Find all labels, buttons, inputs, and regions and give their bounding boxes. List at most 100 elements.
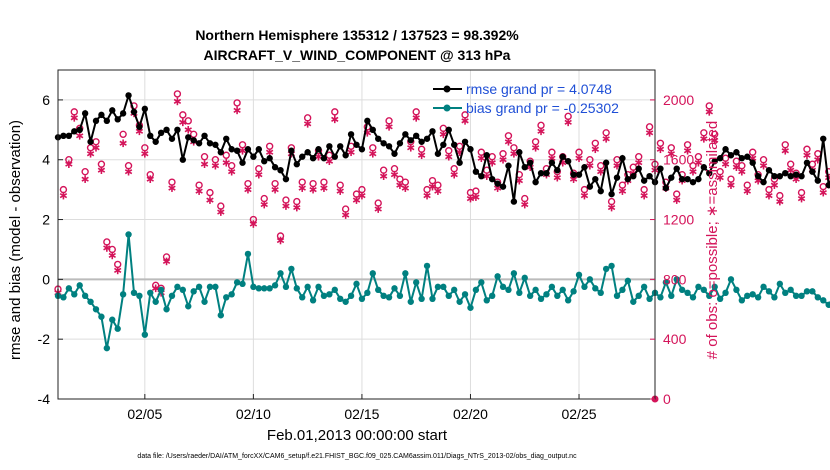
- rmse-point: [391, 150, 398, 157]
- bias-point: [103, 344, 111, 352]
- asterisk-stroke: [412, 115, 420, 121]
- bias-point: [700, 286, 708, 294]
- obs-possible-marker: [607, 197, 616, 206]
- asterisk-stroke: [195, 188, 203, 194]
- obs-possible-marker: [618, 181, 627, 189]
- rmse-point: [814, 177, 822, 184]
- asterisk-stroke: [776, 199, 784, 205]
- rmse-point: [727, 152, 735, 159]
- asterisk-stroke: [602, 136, 610, 142]
- bias-point: [646, 295, 653, 303]
- obs-assimilated-marker: [423, 191, 431, 200]
- obs-assimilated-marker: [683, 146, 692, 155]
- obs-assimilated-marker: [369, 149, 377, 158]
- asterisk-stroke: [781, 148, 789, 154]
- chart-title-line2: AIRCRAFT_V_WIND_COMPONENT @ 313 hPa: [204, 47, 511, 63]
- bias-point: [282, 283, 290, 291]
- rmse-point: [760, 178, 767, 186]
- asterisk-stroke: [732, 164, 741, 170]
- bias-point: [163, 306, 170, 313]
- obs-assimilated-marker: [390, 170, 399, 179]
- obs-possible-marker: [282, 196, 290, 204]
- obs-possible-marker: [423, 185, 431, 194]
- obs-possible-marker: [260, 194, 268, 203]
- obs-possible-marker: [168, 178, 176, 186]
- obs-possible-marker: [341, 205, 350, 213]
- obs-assimilated-marker: [238, 146, 247, 155]
- asterisk-stroke: [683, 148, 692, 154]
- right-tick-label: 2000: [663, 92, 694, 108]
- asterisk-stroke: [135, 128, 144, 134]
- bias-point: [60, 294, 67, 301]
- rmse-point: [299, 153, 306, 160]
- rmse-point: [657, 165, 664, 172]
- rmse-point: [103, 117, 111, 125]
- asterisk-stroke: [819, 190, 827, 196]
- bias-point: [559, 286, 566, 294]
- bias-point: [668, 292, 675, 300]
- asterisk-stroke: [407, 145, 415, 151]
- bias-point: [586, 276, 594, 283]
- asterisk-stroke: [336, 188, 344, 194]
- asterisk-stroke: [238, 148, 247, 154]
- obs-possible-marker: [803, 145, 811, 153]
- rmse-point: [223, 135, 230, 142]
- bias-point: [570, 288, 577, 295]
- obs-assimilated-marker: [477, 154, 486, 163]
- obs-assimilated-marker: [521, 200, 529, 209]
- obs-assimilated-marker: [689, 167, 697, 176]
- bias-point: [266, 285, 273, 292]
- rmse-point: [418, 138, 425, 145]
- obs-assimilated-marker: [580, 191, 589, 200]
- bias-point: [445, 292, 452, 300]
- rmse-point: [548, 159, 556, 166]
- bias-point: [825, 301, 830, 308]
- rmse-point: [369, 126, 376, 134]
- obs-assimilated-marker: [673, 196, 681, 204]
- rmse-point: [787, 172, 794, 180]
- asterisk-stroke: [233, 107, 241, 113]
- bias-point: [141, 331, 149, 338]
- bias-point: [299, 294, 306, 301]
- obs-assimilated-marker: [645, 129, 654, 137]
- bias-point: [233, 279, 241, 286]
- rmse-point: [163, 126, 170, 134]
- obs-assimilated-marker: [271, 185, 279, 194]
- bias-point: [157, 286, 165, 294]
- bias-point: [293, 285, 300, 292]
- bias-point: [87, 298, 94, 305]
- asterisk-stroke: [521, 201, 529, 208]
- obs-possible-marker: [59, 185, 68, 194]
- obs-possible-marker: [428, 176, 437, 185]
- obs-possible-marker: [206, 188, 214, 197]
- left-tick-label: 4: [42, 152, 50, 168]
- asterisk-stroke: [255, 172, 263, 178]
- rmse-point: [581, 164, 588, 171]
- right-axis-ticks: 0 400 800 1200 1600 2000: [650, 92, 694, 407]
- right-tick-label: 800: [663, 271, 687, 287]
- legend: rmse grand pr = 4.0748 bias grand pr = -…: [433, 81, 619, 116]
- rmse-point: [619, 155, 626, 162]
- obs-assimilated-marker: [466, 194, 475, 203]
- rmse-point: [87, 138, 94, 145]
- bias-point: [244, 250, 252, 258]
- bias-point: [185, 303, 192, 310]
- bias-point: [532, 286, 539, 294]
- bias-point: [92, 306, 100, 313]
- asterisk-stroke: [282, 203, 290, 209]
- obs-possible-marker: [374, 199, 382, 207]
- x-axis-label: Feb.01,2013 00:00:00 start: [267, 427, 448, 444]
- left-tick-label: -2: [38, 331, 51, 347]
- obs-assimilated-marker: [770, 181, 779, 189]
- rmse-point: [478, 172, 485, 180]
- rmse-point: [494, 180, 501, 187]
- rmse-point: [261, 158, 268, 165]
- rmse-point: [711, 158, 718, 165]
- x-tick-label: 02/15: [344, 406, 379, 422]
- obs-assimilated-marker: [114, 266, 122, 275]
- bias-point: [711, 283, 718, 291]
- bias-point: [375, 286, 382, 294]
- asterisk-stroke: [504, 139, 513, 145]
- asterisk-stroke: [488, 160, 496, 166]
- bias-point: [820, 297, 827, 304]
